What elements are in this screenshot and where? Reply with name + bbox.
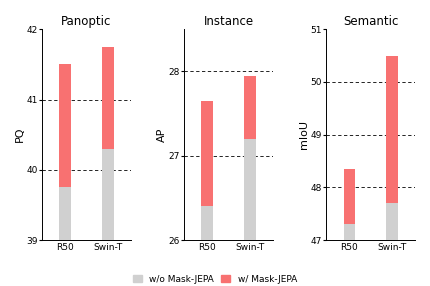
Bar	[101, 47, 114, 149]
Bar	[386, 55, 398, 203]
Bar	[202, 101, 213, 206]
Y-axis label: mIoU: mIoU	[299, 120, 309, 149]
Bar	[202, 206, 213, 240]
Bar	[344, 225, 355, 240]
Title: Semantic: Semantic	[343, 15, 398, 28]
Y-axis label: PQ: PQ	[15, 127, 25, 142]
Bar	[344, 169, 355, 225]
Bar	[244, 76, 255, 139]
Y-axis label: AP: AP	[157, 128, 167, 142]
Title: Panoptic: Panoptic	[61, 15, 112, 28]
Bar	[59, 187, 71, 240]
Bar	[244, 139, 255, 240]
Bar	[101, 149, 114, 240]
Bar	[59, 64, 71, 187]
Bar	[386, 203, 398, 240]
Title: Instance: Instance	[203, 15, 254, 28]
Legend: w/o Mask-JEPA, w/ Mask-JEPA: w/o Mask-JEPA, w/ Mask-JEPA	[129, 271, 301, 286]
